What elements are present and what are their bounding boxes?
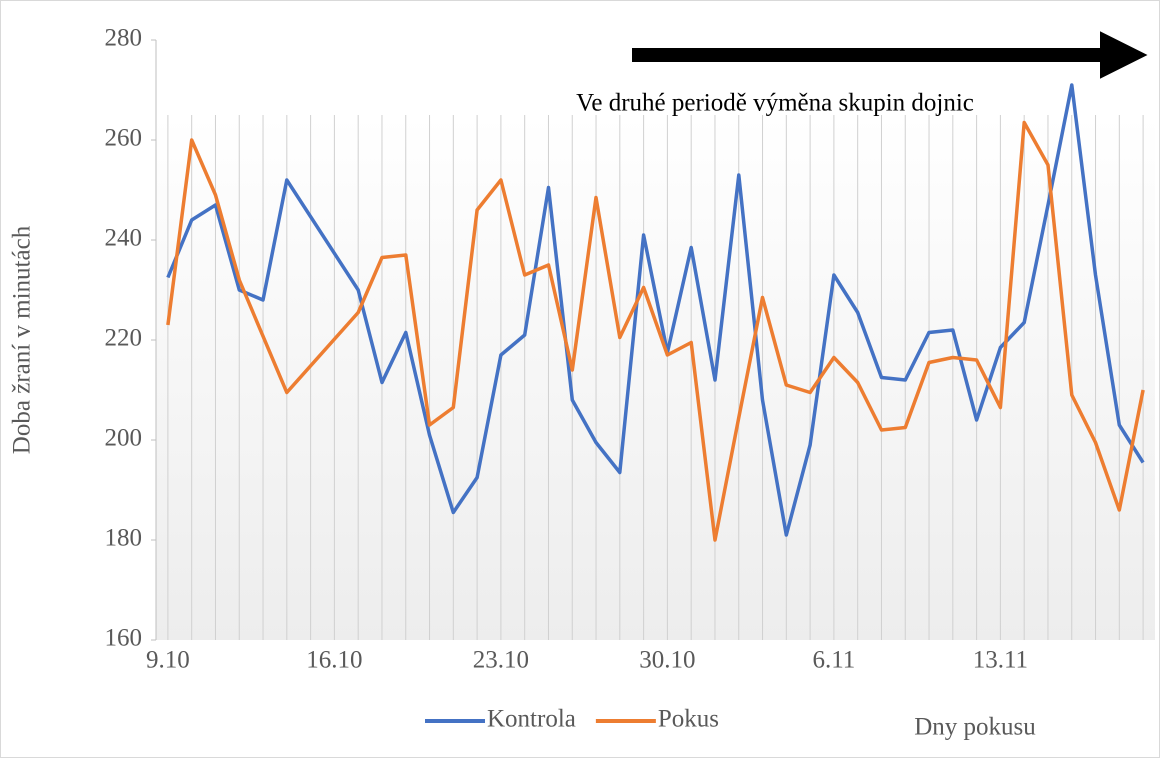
- x-tick-label: 6.11: [812, 647, 855, 674]
- x-axis-label: Dny pokusu: [914, 714, 1036, 741]
- legend-label: Pokus: [658, 706, 719, 733]
- series-line: [166, 120, 1145, 542]
- y-tick-label: 220: [105, 325, 143, 352]
- x-tick-label: 16.10: [306, 647, 362, 674]
- legend-label: Kontrola: [487, 706, 576, 733]
- x-tick-label: 9.10: [146, 647, 190, 674]
- y-tick-label: 160: [105, 625, 143, 652]
- x-tick-label: 23.10: [473, 647, 529, 674]
- plot-background: [156, 115, 1155, 640]
- y-tick-label: 200: [105, 425, 143, 452]
- y-tick-label: 280: [105, 25, 143, 52]
- x-tick-label: 30.10: [639, 647, 695, 674]
- x-tick-label: 13.11: [973, 647, 1028, 674]
- annotation: Ve druhé periodě výměna skupin dojnic: [576, 90, 974, 117]
- y-tick-label: 180: [105, 525, 143, 552]
- y-tick-label: 240: [105, 225, 143, 252]
- y-tick-label: 260: [105, 125, 143, 152]
- y-axis-label: Doba žraní v minutách: [9, 225, 36, 454]
